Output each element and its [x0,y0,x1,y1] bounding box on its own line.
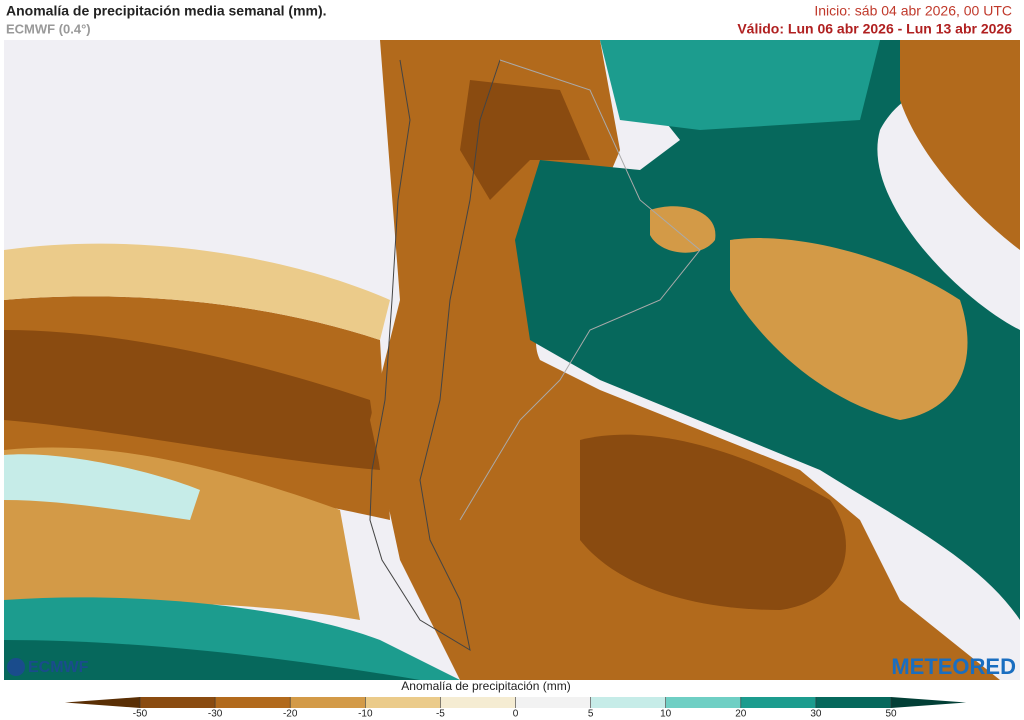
dry-ocean-core [580,434,846,610]
wet-south-core [4,640,420,680]
colorbar-arrow [891,697,967,708]
dry-core [4,330,380,470]
colorbar-segment [815,697,891,708]
wet-north [600,40,880,130]
legend-title: Anomalía de precipitación (mm) [401,679,570,693]
map [4,40,1020,680]
dry-edge [4,243,390,340]
colorbar-tick-label: 10 [660,709,672,720]
colorbar-segment [740,697,816,708]
logo-left: ECMWF [28,659,89,676]
colorbar-tick-label: -10 [358,709,373,720]
logo-right: METEORED [891,654,1016,679]
colorbar-tick-label: 0 [513,709,519,720]
colorbar-tick-label: -30 [208,709,223,720]
ecmwf-icon [7,658,25,676]
neutral-area [4,40,390,250]
colorbar-segment [590,697,666,708]
borders [459,59,701,521]
colorbar-segment [215,697,291,708]
valid-date: Válido: Lun 06 abr 2026 - Lun 13 abr 202… [737,21,1012,37]
colorbar-tick-label: -20 [283,709,298,720]
colorbar-segment [515,697,591,708]
header-bg [0,0,1024,40]
colorbar-segment [365,697,441,708]
colorbar-tick-label: 5 [588,709,594,720]
colorbar-tick-label: -5 [436,709,445,720]
coastline [369,59,501,652]
colorbar-tick-label: 20 [735,709,747,720]
dry-north [460,80,590,200]
dry-northeast [900,40,1020,250]
colorbar-tick-label: 50 [885,709,897,720]
colorbar-arrow [64,697,140,708]
wet-patch [4,454,200,520]
title: Anomalía de precipitación media semanal … [6,3,327,19]
colorbar-tick-label: -50 [133,709,148,720]
start-date: Inicio: sáb 04 abr 2026, 00 UTC [814,3,1012,19]
colorbar-segment [440,697,516,708]
dry-patch [650,206,716,253]
colorbar-segment [140,697,216,708]
dry-ocean-east [730,238,968,420]
colorbar-tick-label: 30 [810,709,822,720]
colorbar: -50 -30 -20 -10 -5 0 5 10 20 30 50 [64,697,967,720]
colorbar-segment [290,697,366,708]
colorbar-segment [665,697,741,708]
model: ECMWF (0.4°) [6,21,91,36]
